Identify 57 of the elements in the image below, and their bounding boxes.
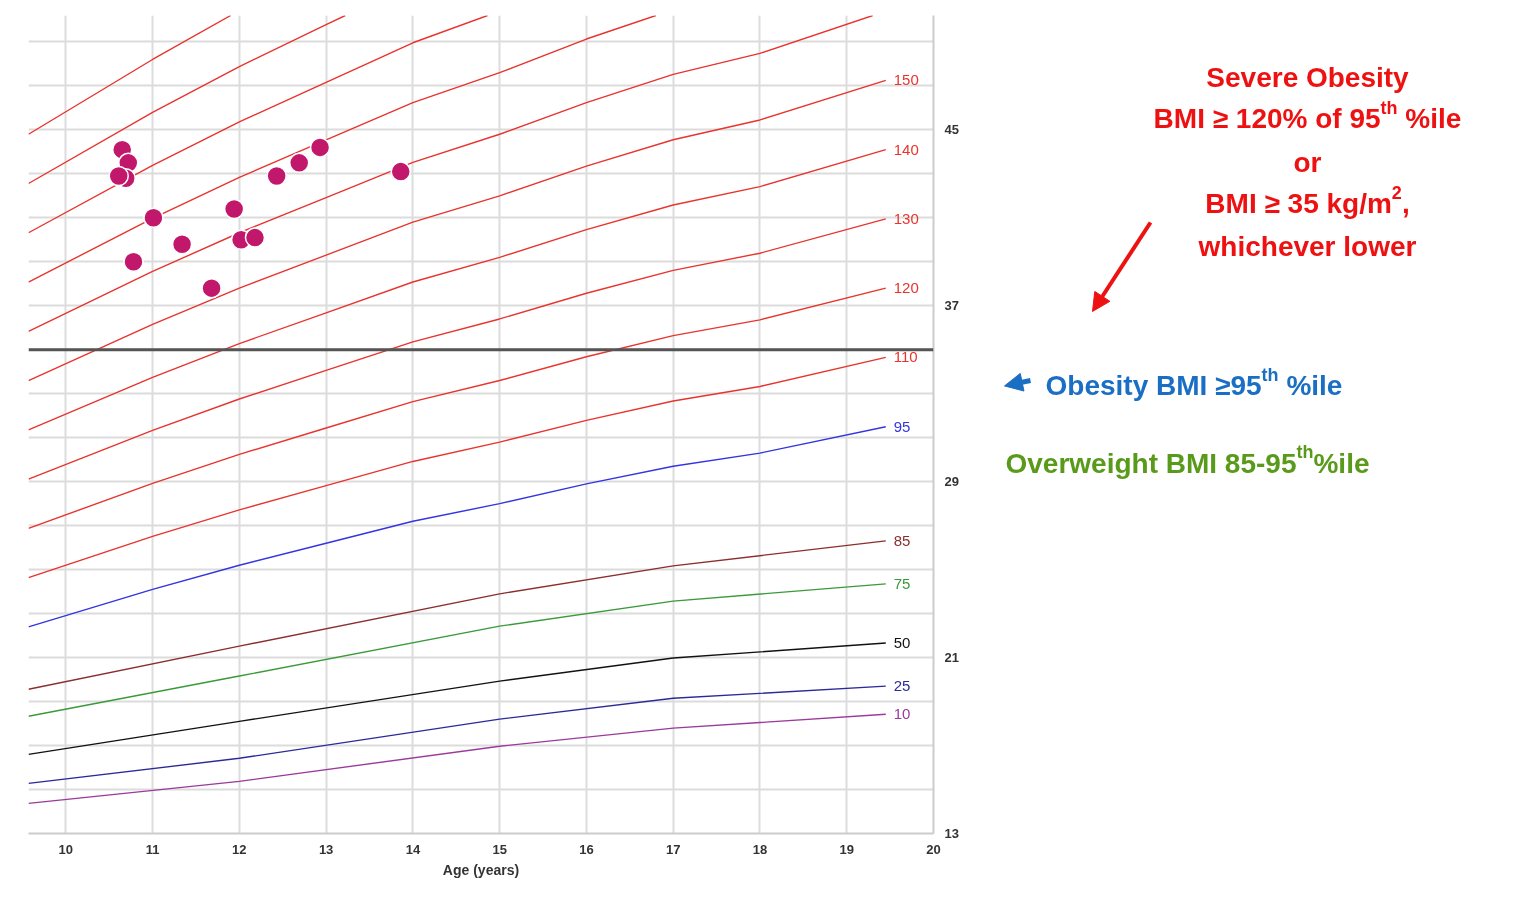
series-label: 75 [893,574,911,592]
y-tick-label: 29 [944,474,959,490]
line-series [28,79,887,382]
series-label: 130 [893,209,919,227]
line-series [28,426,887,628]
point [266,165,287,187]
point [244,227,266,248]
x-tick-label: 14 [405,841,421,857]
point [108,165,129,187]
x-axis-title: Age (years) [442,861,520,878]
line-series [28,540,887,690]
series-label: 150 [893,71,919,89]
point [201,277,222,299]
point [143,207,164,229]
x-tick-label: 18 [752,841,768,857]
series-label: 120 [893,279,919,297]
point [171,233,193,255]
y-tick-label: 45 [944,122,959,138]
text: whichever lower [1197,230,1417,262]
series-label: 95 [893,417,911,435]
x-tick-label: 16 [579,841,594,857]
text: or [1293,147,1322,179]
x-tick-label: 15 [492,841,507,857]
line-series [28,287,887,529]
line-series [28,642,887,756]
point [309,137,331,158]
y-tick-label: 37 [944,298,959,314]
x-tick-label: 12 [232,841,247,857]
x-tick-label: 17 [665,841,681,857]
line-series [28,356,887,579]
line-series [28,15,657,283]
y-tick-label: 13 [944,826,959,841]
series-label: 50 [893,634,911,652]
point [288,152,310,174]
line-series [28,15,346,185]
x-tick-label: 20 [926,841,941,857]
series-label: 25 [893,677,911,695]
series-label: 10 [893,705,911,723]
line-series [28,218,887,480]
y-tick-label: 21 [944,650,959,666]
point [390,161,411,182]
x-tick-label: 10 [58,841,74,857]
line-series [28,148,887,431]
line-series [28,15,489,234]
line-series [28,583,887,717]
line-series [28,15,874,332]
series-label: 110 [893,348,918,366]
point [123,251,144,273]
series-label: 140 [893,140,919,158]
x-tick-label: 13 [318,841,334,857]
point [223,198,245,220]
x-tick-label: 11 [145,841,160,857]
series-label: 85 [893,531,911,549]
x-tick-label: 19 [839,841,854,857]
line-series [28,713,887,805]
line-series [28,685,887,785]
text: Severe Obesity [1206,61,1410,93]
